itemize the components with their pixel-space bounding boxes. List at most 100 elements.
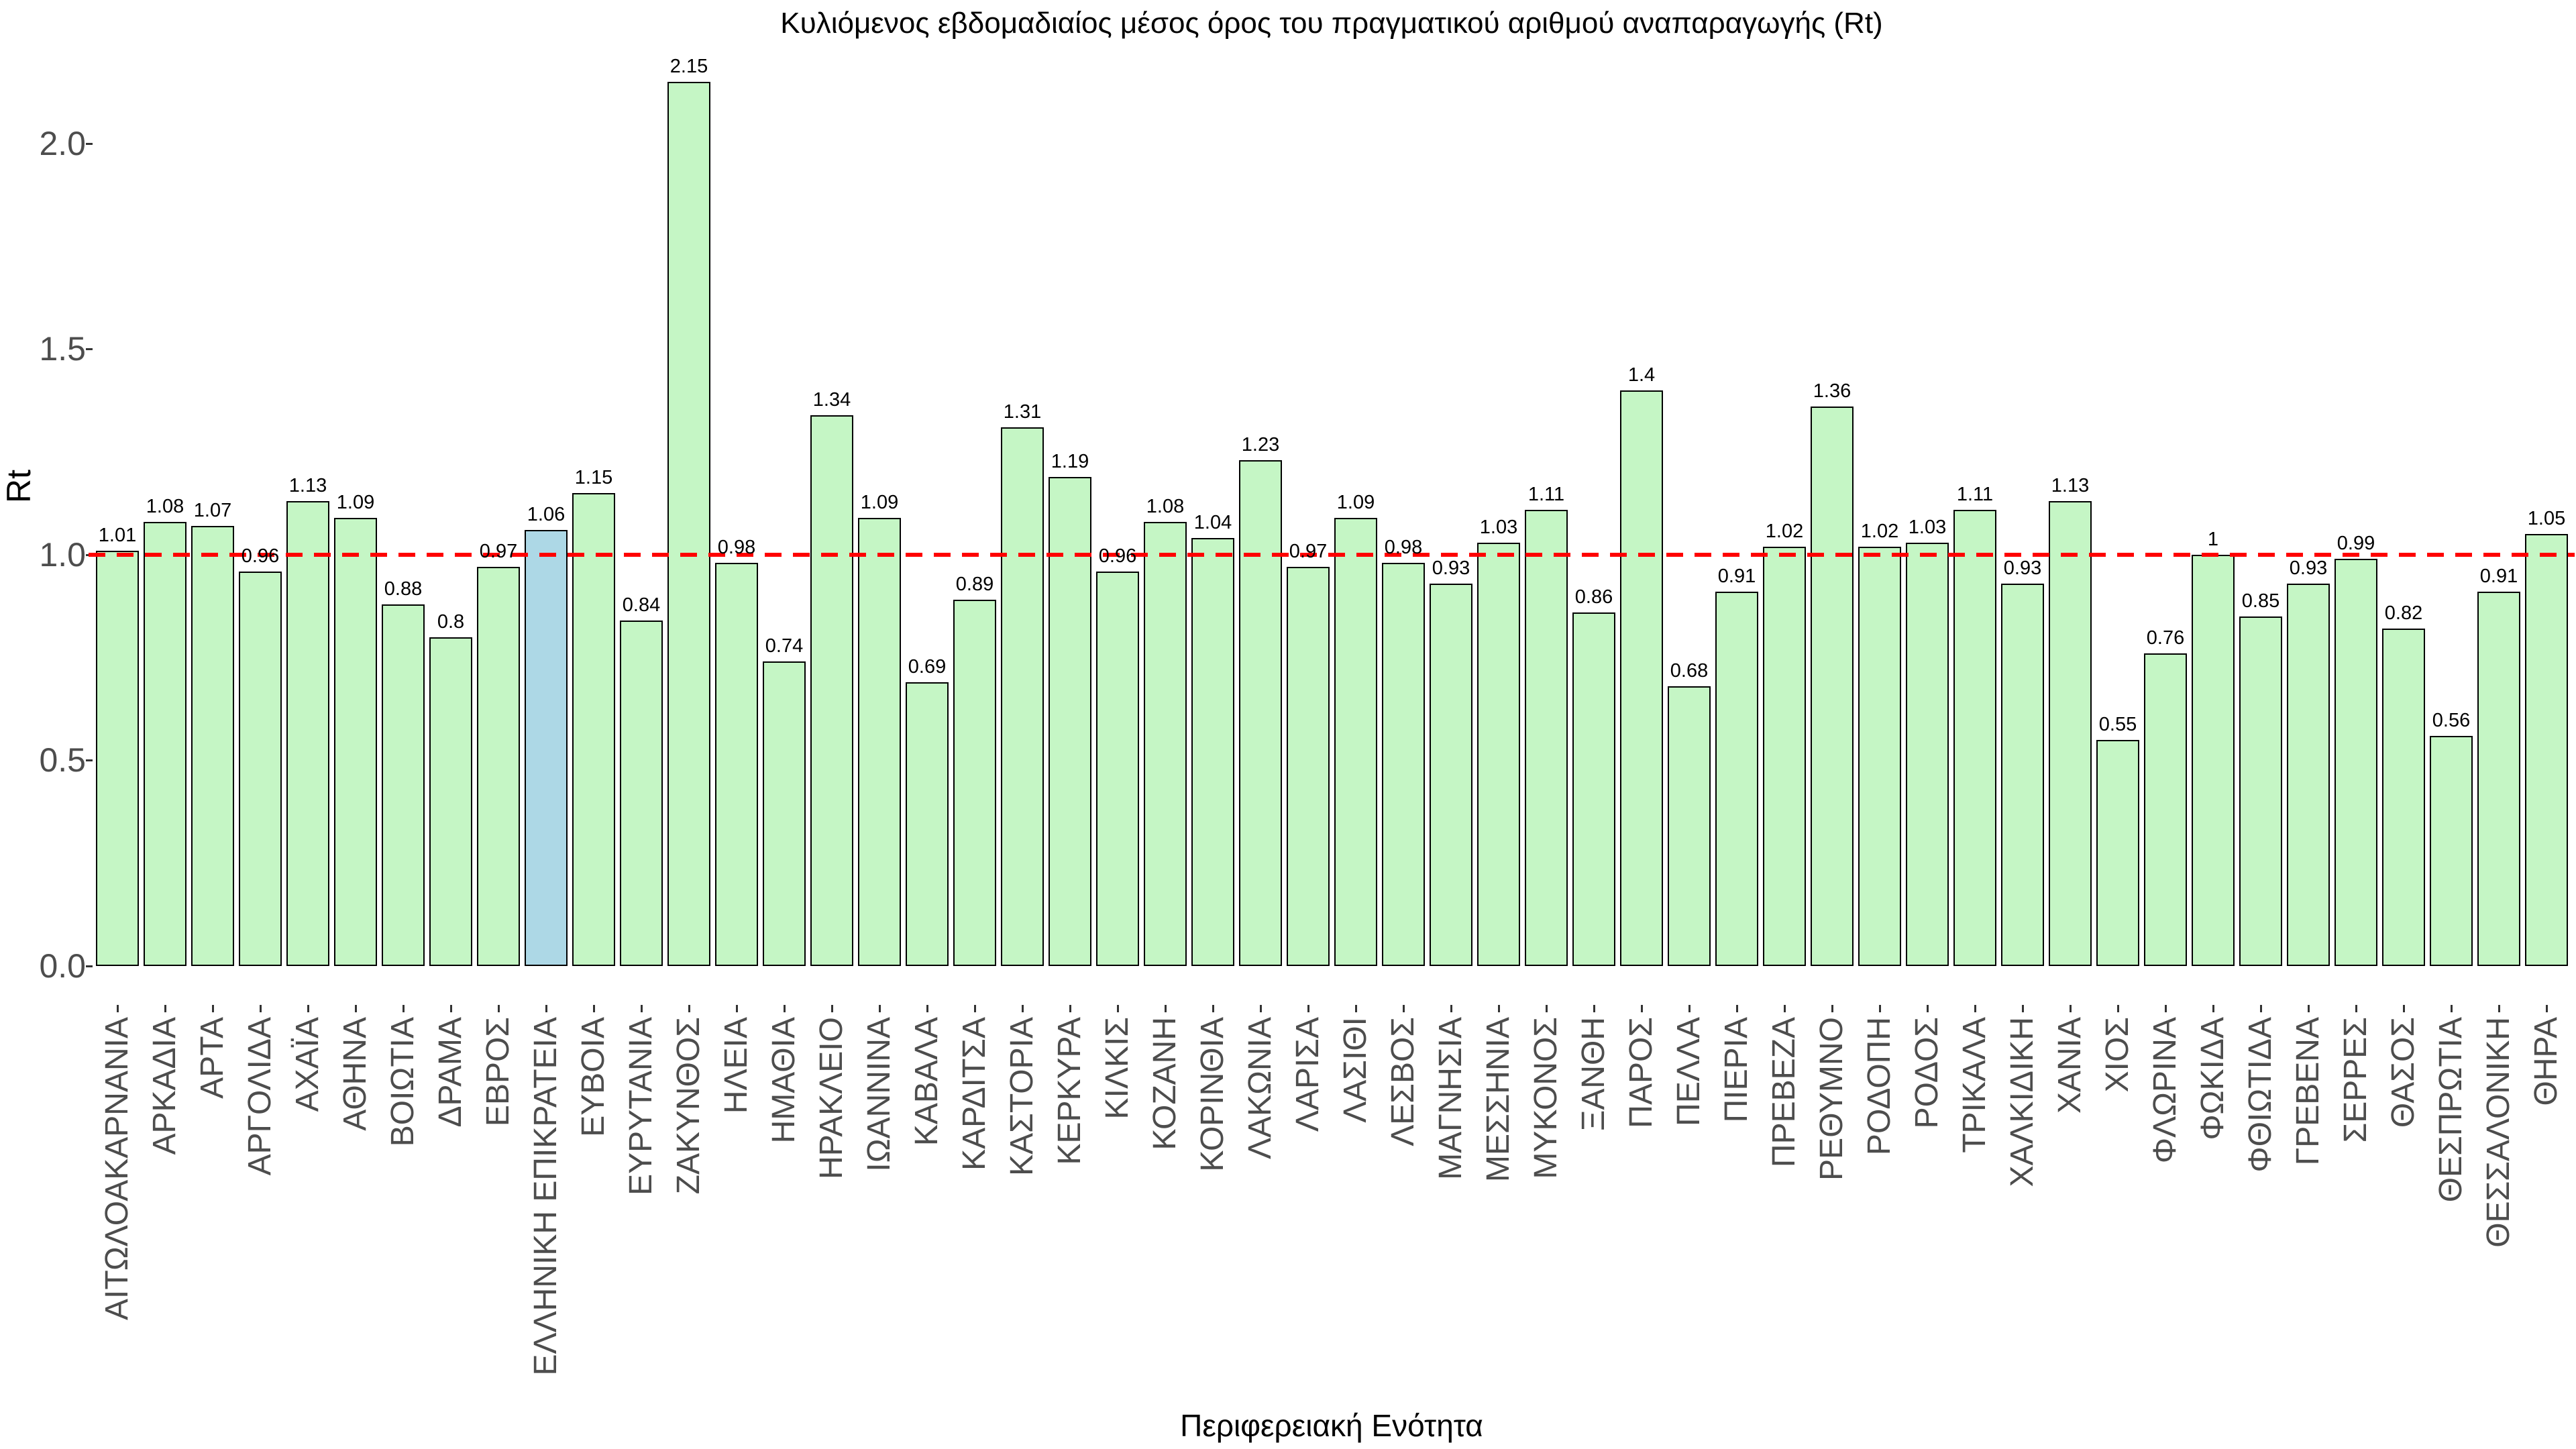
bar-value-label: 0.89 [955, 574, 994, 595]
bar-value-label: 1.03 [1479, 517, 1518, 538]
bar-value-label: 1.23 [1241, 434, 1280, 455]
category-label: ΤΡΙΚΑΛΑ [1957, 1017, 1992, 1153]
x-tick-mark [1546, 1005, 1548, 1012]
category-label: ΧΑΛΚΙΔΙΚΗ [2004, 1017, 2040, 1187]
category-label: ΗΜΑΘΙΑ [766, 1017, 802, 1144]
x-tick-mark [1117, 1005, 1119, 1012]
bar-value-label: 0.85 [2241, 590, 2280, 612]
bar [572, 493, 615, 966]
category-label: ΚΑΣΤΟΡΙΑ [1004, 1017, 1040, 1176]
bar-value-label: 1.01 [98, 525, 137, 546]
bar [1287, 567, 1330, 966]
bar-value-label: 1.08 [1146, 496, 1185, 517]
bar-value-label: 0.98 [1384, 537, 1423, 558]
bar-value-label: 1.34 [812, 389, 851, 411]
x-tick-mark [1260, 1005, 1262, 1012]
bar-value-label: 0.91 [2479, 566, 2518, 587]
category-label: ΡΟΔΟΠΗ [1862, 1017, 1897, 1156]
x-tick-mark [2546, 1005, 2548, 1012]
bar-value-label: 0.98 [717, 537, 756, 558]
bar-value-label: 1.03 [1908, 517, 1947, 538]
category-label: ΧΙΟΣ [2100, 1017, 2135, 1093]
bar-value-label: 1.02 [1860, 521, 1899, 542]
category-label: ΖΑΚΥΝΘΟΣ [671, 1017, 706, 1195]
bar-value-label: 0.76 [2146, 627, 2185, 649]
x-tick-mark [1593, 1005, 1595, 1012]
y-tick-label: 1.5 [39, 330, 86, 368]
x-tick-mark [2070, 1005, 2072, 1012]
category-label: ΛΑΣΙΘΙ [1338, 1017, 1373, 1123]
bar-value-label: 0.93 [1432, 557, 1470, 579]
bar [2049, 501, 2092, 966]
x-tick-mark [1355, 1005, 1357, 1012]
y-tick-label: 2.0 [39, 125, 86, 162]
x-tick-mark [260, 1005, 262, 1012]
bar [1096, 572, 1139, 966]
bar-value-label: 0.74 [765, 635, 804, 657]
bar-value-label: 0.68 [1670, 660, 1709, 682]
bar-value-label: 0.93 [2003, 557, 2042, 579]
y-tick-mark [86, 143, 93, 145]
x-tick-mark [879, 1005, 881, 1012]
category-label: ΕΥΡΥΤΑΝΙΑ [623, 1017, 659, 1195]
x-tick-mark [545, 1005, 547, 1012]
category-label: ΘΑΣΟΣ [2385, 1017, 2421, 1128]
category-label: ΛΑΡΙΣΑ [1290, 1017, 1326, 1132]
bar-value-label: 1.07 [193, 500, 232, 521]
bar [2096, 740, 2139, 966]
bar [1001, 427, 1044, 966]
bar [144, 522, 186, 966]
category-label: ΔΡΑΜΑ [433, 1017, 468, 1128]
category-label: ΑΙΤΩΛΟΑΚΑΡΝΑΝΙΑ [99, 1017, 135, 1320]
bar-value-label: 1.31 [1003, 401, 1042, 423]
bar-value-label: 0.55 [2098, 714, 2137, 735]
category-label: ΚΟΖΑΝΗ [1147, 1017, 1183, 1150]
bar [953, 600, 996, 966]
bar-value-label: 0.93 [2289, 557, 2328, 579]
category-label: ΠΡΕΒΕΖΑ [1766, 1017, 1802, 1168]
bar [810, 415, 853, 966]
x-tick-mark [736, 1005, 738, 1012]
y-tick-label: 0.5 [39, 741, 86, 779]
x-tick-mark [1450, 1005, 1452, 1012]
category-label: ΠΙΕΡΙΑ [1719, 1017, 1754, 1123]
bar [1525, 510, 1568, 966]
x-tick-mark [212, 1005, 214, 1012]
bar [96, 551, 139, 966]
y-tick-mark [86, 965, 93, 967]
bar-value-label: 0.88 [384, 578, 423, 600]
y-tick-mark [86, 348, 93, 350]
bar [1668, 686, 1711, 966]
bar [1953, 510, 1996, 966]
category-label: ΜΑΓΝΗΣΙΑ [1433, 1017, 1468, 1180]
bar-value-label: 0.97 [479, 541, 518, 562]
x-axis-title: Περιφερειακή Ενότητα [1180, 1408, 1483, 1443]
category-label: ΚΑΡΔΙΤΣΑ [957, 1017, 992, 1171]
bar-value-label: 1.02 [1765, 521, 1804, 542]
x-tick-mark [1784, 1005, 1786, 1012]
bar-value-label: 1.13 [2051, 475, 2090, 496]
x-tick-mark [2022, 1005, 2024, 1012]
category-label: ΕΥΒΟΙΑ [576, 1017, 611, 1137]
x-tick-mark [926, 1005, 928, 1012]
bar [1191, 538, 1234, 966]
x-tick-mark [1165, 1005, 1167, 1012]
bar [239, 572, 282, 966]
category-label: ΘΕΣΠΡΩΤΙΑ [2433, 1017, 2469, 1203]
bar-value-label: 0.97 [1289, 541, 1328, 562]
bar-value-label: 0.96 [241, 545, 280, 567]
bar [2192, 555, 2235, 966]
bar [429, 637, 472, 966]
category-label: ΑΧΑΪΑ [290, 1017, 325, 1112]
bar-value-label: 1.09 [860, 492, 899, 513]
bar-value-label: 1.09 [336, 492, 375, 513]
bar [2144, 653, 2187, 966]
category-label: ΦΩΚΙΔΑ [2195, 1017, 2231, 1140]
category-label: ΣΕΡΡΕΣ [2338, 1017, 2373, 1143]
x-tick-mark [1927, 1005, 1929, 1012]
bar [1049, 477, 1091, 966]
x-tick-mark [1641, 1005, 1643, 1012]
bar-value-label: 0.91 [1717, 566, 1756, 587]
bar [1334, 518, 1377, 966]
